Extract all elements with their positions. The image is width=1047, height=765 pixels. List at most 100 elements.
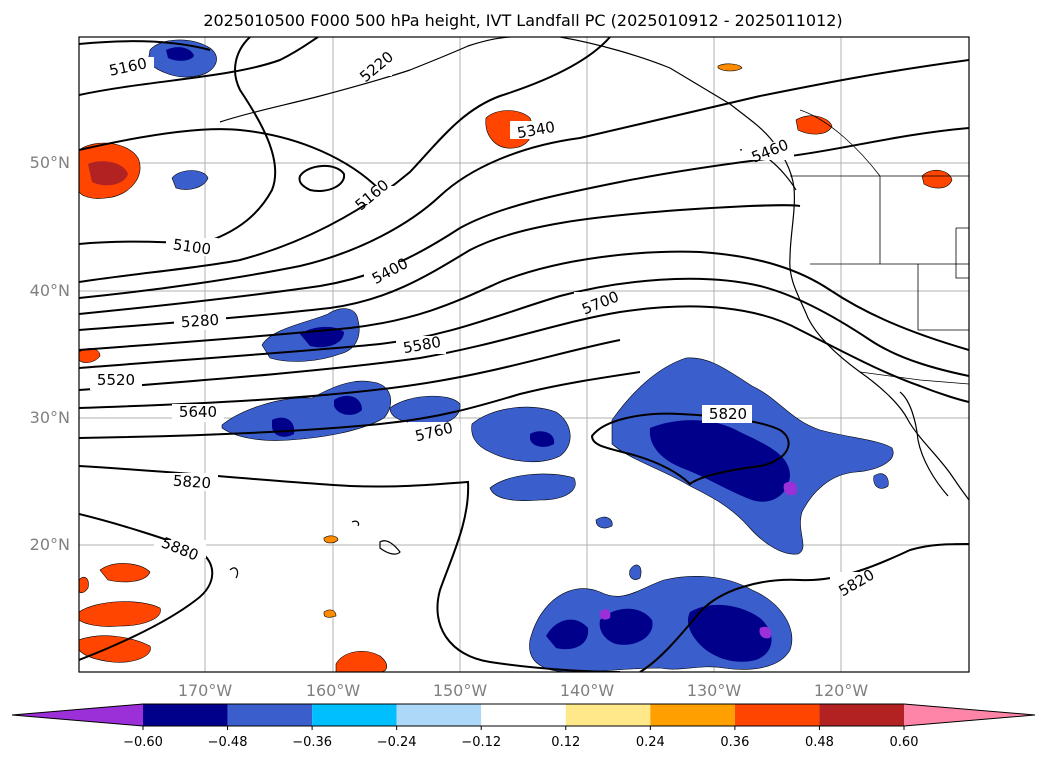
colorbar-tick-label: −0.48 <box>208 735 248 750</box>
shade-region <box>599 609 611 620</box>
shade-region <box>595 516 613 529</box>
contour-5820-b <box>590 412 790 486</box>
label-bg <box>174 312 226 330</box>
label-bg <box>742 142 794 160</box>
colorbar-segment <box>819 704 904 726</box>
shade-region <box>717 63 743 72</box>
shade-region <box>99 563 151 583</box>
label-bg <box>360 58 392 76</box>
shade-region <box>546 619 589 650</box>
contour-closed-low <box>298 165 346 192</box>
island <box>229 567 239 579</box>
label-bg <box>510 121 562 139</box>
figure-title: 2025010500 F000 500 hPa height, IVT Land… <box>203 11 842 30</box>
colorbar-segment <box>481 704 566 726</box>
lon-tick-label: 120°W <box>814 681 869 700</box>
shade-region <box>489 473 576 501</box>
lat-tick-label: 40°N <box>30 281 70 300</box>
contour-5400 <box>79 37 611 283</box>
coastline-alaska-peninsula <box>219 37 511 123</box>
colorbar-tick-label: −0.12 <box>461 735 501 750</box>
colorbar: −0.60 −0.48 −0.36 −0.24 −0.12 0.12 0.24 0.36 0.4… <box>11 703 1036 750</box>
ivt-positive-shading <box>79 63 953 672</box>
contour-5700 <box>79 305 969 403</box>
label-bg <box>154 540 206 558</box>
contour-5460 <box>79 127 969 315</box>
shade-region <box>795 115 833 135</box>
shade-region <box>921 169 953 189</box>
shade-region <box>166 47 194 61</box>
label-bg <box>166 238 218 256</box>
contour-5760 <box>79 371 641 439</box>
contour-labels: 5160 5220 5340 5460 5160 5100 5400 5280 … <box>90 48 880 600</box>
shade-region <box>688 604 772 662</box>
contour-label: 5640 <box>179 403 217 421</box>
colorbar-segment <box>312 704 397 726</box>
contour-5520 <box>79 277 969 377</box>
shade-region <box>873 473 889 489</box>
colorbar-tick-label: −0.60 <box>123 735 163 750</box>
contour-label: 5280 <box>180 311 219 332</box>
label-bg <box>346 186 396 204</box>
label-bg <box>574 292 626 310</box>
map-frame <box>78 36 970 673</box>
coastlines <box>219 37 969 579</box>
shade-region <box>599 608 653 645</box>
shade-region <box>471 406 571 463</box>
label-bg <box>166 473 218 491</box>
shade-region <box>171 170 209 190</box>
colorbar-tick-label: 0.48 <box>805 735 834 750</box>
colorbar-tick-label: 0.60 <box>890 735 919 750</box>
colorbar-extend-min <box>12 704 143 726</box>
shade-region <box>649 420 790 502</box>
shade-region <box>88 161 128 186</box>
lat-tick-label: 50°N <box>30 153 70 172</box>
shade-region <box>221 380 392 441</box>
label-bg <box>830 572 880 590</box>
contour-5160-b <box>79 128 381 191</box>
contour-5160-a <box>79 37 319 96</box>
border-us-mexico <box>859 371 969 385</box>
colorbar-tick-label: 0.36 <box>720 735 749 750</box>
contour-5160-nw <box>79 40 211 51</box>
lat-tick-label: 20°N <box>30 535 70 554</box>
island <box>351 520 360 527</box>
lon-tick-label: 150°W <box>433 681 488 700</box>
contour-5340 <box>79 59 969 299</box>
colorbar-segment <box>734 704 820 726</box>
lat-tick-labels: 50°N 40°N 30°N 20°N <box>30 153 70 554</box>
label-bg <box>408 422 460 440</box>
lon-tick-label: 160°W <box>306 681 361 700</box>
map-area: 5160 5220 5340 5460 5160 5100 5400 5280 … <box>78 36 970 673</box>
height-contours <box>79 37 969 672</box>
colorbar-segment <box>650 704 735 726</box>
colorbar-extend-max <box>904 704 1035 726</box>
shade-region <box>323 609 337 618</box>
label-bg <box>396 336 446 354</box>
lon-tick-labels: 170°W 160°W 150°W 140°W 130°W 120°W <box>178 681 869 700</box>
label-bg <box>90 372 142 390</box>
label-bg <box>702 405 752 423</box>
shade-region <box>389 395 461 426</box>
colorbar-tick-label: 0.12 <box>551 735 580 750</box>
lon-tick-label: 140°W <box>560 681 615 700</box>
colorbar-segment <box>143 704 228 726</box>
lat-tick-label: 30°N <box>30 408 70 427</box>
colorbar-segment <box>396 704 482 726</box>
contour-label: 5100 <box>172 235 212 258</box>
shade-region <box>323 535 339 544</box>
contour-5820-a <box>79 465 621 672</box>
shade-region <box>759 626 772 639</box>
colorbar-segment <box>227 704 313 726</box>
shade-region <box>783 481 798 496</box>
border-canada <box>799 109 881 177</box>
label-bg <box>102 57 154 75</box>
border-state <box>917 264 969 331</box>
contour-5100 <box>79 37 277 246</box>
contour-5820-c <box>639 543 969 672</box>
colorbar-tick-label: 0.24 <box>636 735 665 750</box>
shade-region <box>629 564 642 580</box>
colorbar-tick-label: −0.36 <box>292 735 332 750</box>
lon-tick-label: 130°W <box>687 681 742 700</box>
